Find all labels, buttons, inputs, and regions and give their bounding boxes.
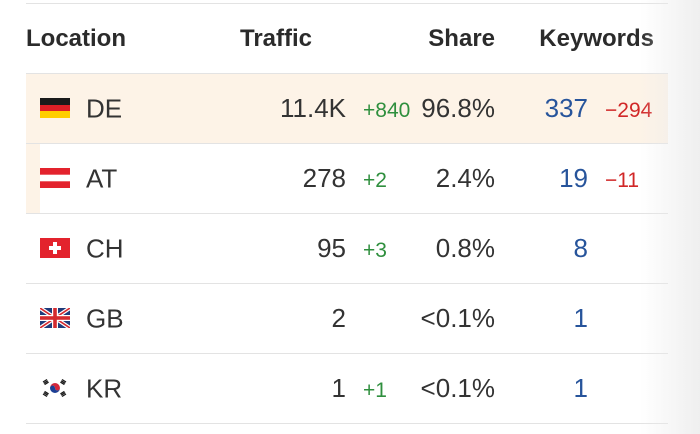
locations-table: Location Traffic Share Keywords DE 11.4K… (26, 3, 668, 424)
traffic-cell: 2 (226, 283, 382, 354)
share-value: 96.8% (382, 73, 498, 144)
location-cell: AT (26, 143, 226, 214)
keywords-cell: 19 −11 (498, 143, 668, 214)
switzerland-flag-icon (40, 234, 70, 265)
keywords-cell: 8 (498, 213, 668, 284)
traffic-cell: 11.4K +840 (226, 73, 410, 144)
keywords-cell: 1 (498, 353, 668, 424)
share-value: <0.1% (382, 283, 498, 354)
germany-flag-icon (40, 94, 70, 125)
table-row[interactable]: GB 2 <0.1% 1 (26, 283, 668, 354)
keywords-link[interactable]: 19 (559, 163, 588, 193)
table-row[interactable]: CH 95 +3 0.8% 8 (26, 213, 668, 284)
header-location[interactable]: Location (26, 3, 226, 74)
table-row[interactable]: KR 1 +1 <0.1% 1 (26, 353, 668, 424)
traffic-value: 1 (331, 373, 346, 403)
traffic-value: 95 (317, 233, 346, 263)
table-row[interactable]: AT 278 +2 2.4% 19 −11 (26, 143, 668, 214)
uk-flag-icon (38, 304, 72, 335)
location-cell: CH (26, 213, 226, 284)
keywords-link[interactable]: 337 (544, 93, 588, 123)
location-code: DE (86, 93, 123, 124)
header-share[interactable]: Share (382, 3, 498, 74)
keywords-cell: 1 (498, 283, 668, 354)
location-code: GB (86, 303, 124, 334)
traffic-cell: 278 +2 (226, 143, 387, 214)
location-cell: DE (26, 73, 226, 144)
traffic-delta: +3 (363, 239, 387, 262)
keywords-link[interactable]: 1 (573, 303, 588, 333)
keywords-delta: −11 (605, 169, 640, 192)
location-code: KR (86, 373, 123, 404)
location-cell: KR (26, 353, 226, 424)
traffic-cell: 1 +1 (226, 353, 387, 424)
location-code: AT (86, 163, 118, 194)
location-cell: GB (26, 283, 226, 354)
keywords-delta: −294 (605, 99, 653, 122)
share-value: 0.8% (382, 213, 498, 284)
share-value: 2.4% (382, 143, 498, 214)
traffic-cell: 95 +3 (226, 213, 387, 284)
header-keywords[interactable]: Keywords (498, 3, 668, 74)
share-value: <0.1% (382, 353, 498, 424)
table-header-row: Location Traffic Share Keywords (26, 3, 668, 74)
south-korea-flag-icon (40, 374, 70, 405)
traffic-value: 2 (331, 303, 346, 333)
header-traffic[interactable]: Traffic (226, 3, 382, 74)
traffic-value: 11.4K (279, 93, 346, 123)
keywords-cell: 337 −294 (498, 73, 668, 144)
traffic-delta: +1 (363, 379, 387, 402)
location-code: CH (86, 233, 124, 264)
table-row[interactable]: DE 11.4K +840 96.8% 337 −294 (26, 73, 668, 144)
keywords-link[interactable]: 8 (573, 233, 588, 263)
traffic-value: 278 (302, 163, 346, 193)
keywords-link[interactable]: 1 (573, 373, 588, 403)
traffic-delta: +840 (363, 99, 411, 122)
traffic-delta: +2 (363, 169, 387, 192)
austria-flag-icon (40, 164, 70, 195)
